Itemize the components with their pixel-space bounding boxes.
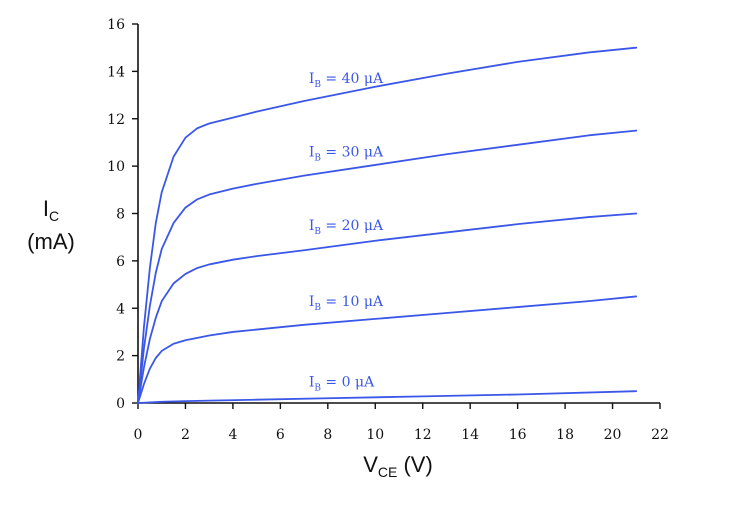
y-axis-title-unit: (mA): [27, 229, 75, 254]
x-tick-label: 18: [556, 427, 574, 443]
y-tick-label: 0: [116, 396, 125, 412]
series-line-4: [137, 46, 638, 404]
series-line-0: [137, 390, 638, 404]
x-tick-label: 20: [604, 427, 622, 443]
chart-axes: [137, 24, 660, 404]
chart-series: [137, 46, 638, 404]
y-tick-label: 10: [107, 159, 125, 175]
x-tick-label: 6: [276, 427, 285, 443]
x-tick-label: 22: [651, 427, 669, 443]
chart-ticks: 0 2 4 6 8 10 12 14 16 0 2 4 6 8 10 12 14 16 18 20 22: [107, 17, 669, 443]
series-label-2: IB = 20 μA: [309, 218, 384, 237]
series-line-1: [137, 295, 638, 404]
y-tick-label: 4: [116, 301, 125, 317]
x-tick-label: 0: [134, 427, 143, 443]
y-tick-label: 16: [107, 17, 125, 33]
series-line-2: [137, 212, 638, 404]
x-tick-label: 4: [228, 427, 237, 443]
series-label-3: IB = 30 μA: [309, 145, 384, 164]
series-label-0: IB = 0 μA: [309, 374, 375, 393]
series-label-1: IB = 10 μA: [309, 294, 384, 313]
y-axis-title-current: IC: [43, 196, 59, 224]
x-tick-label: 2: [181, 427, 190, 443]
series-label-4: IB = 40 μA: [309, 71, 384, 90]
series-line-3: [137, 129, 638, 404]
y-tick-label: 2: [116, 349, 125, 365]
y-tick-label: 14: [107, 64, 125, 80]
x-tick-label: 8: [323, 427, 332, 443]
series-labels: IB = 0 μA IB = 10 μA IB = 20 μA IB = 30 μA I…: [309, 71, 384, 393]
x-tick-label: 16: [509, 427, 527, 443]
x-tick-label: 12: [414, 427, 432, 443]
y-tick-label: 8: [116, 207, 125, 223]
x-axis-title: VCE (V): [363, 452, 433, 480]
x-tick-label: 10: [366, 427, 384, 443]
y-tick-label: 12: [107, 112, 125, 128]
y-tick-label: 6: [116, 254, 125, 270]
x-tick-label: 14: [461, 427, 479, 443]
